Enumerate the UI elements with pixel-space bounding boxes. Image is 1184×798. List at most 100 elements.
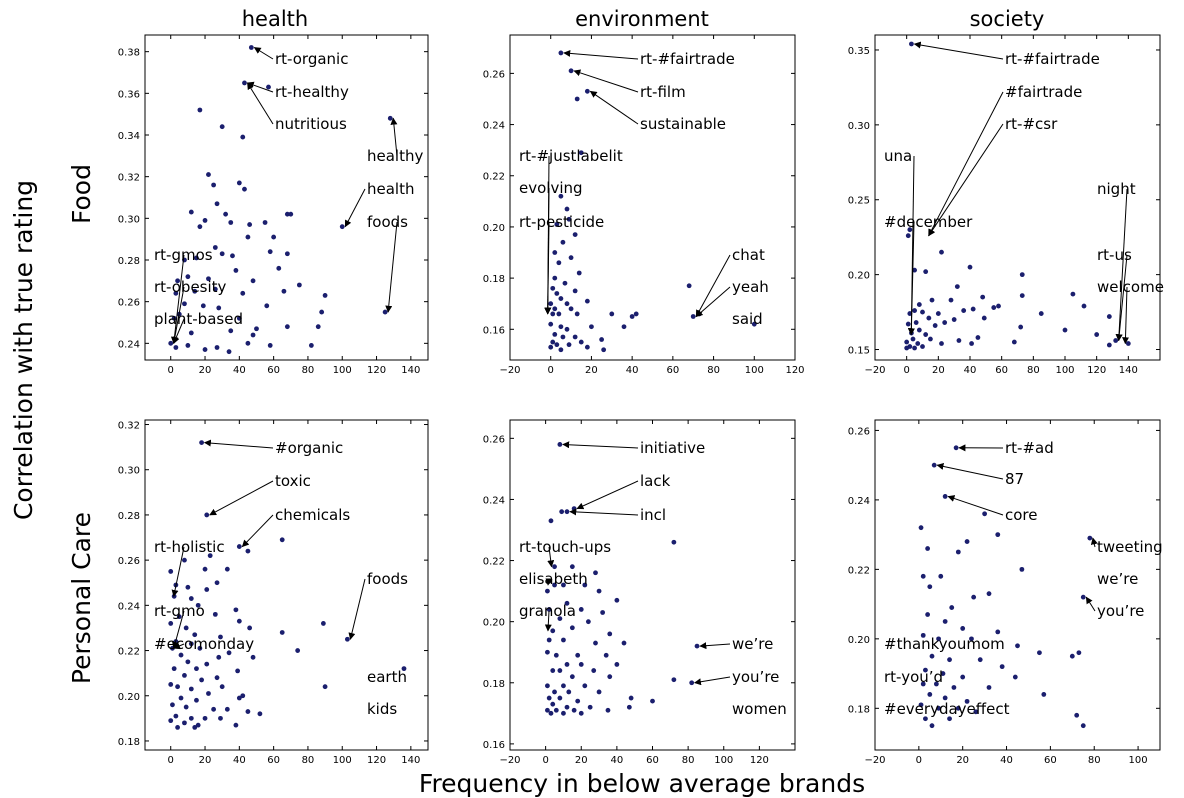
scatter-point (245, 548, 251, 554)
scatter-point (589, 324, 594, 330)
scatter-point (242, 186, 247, 192)
scatter-point (1069, 653, 1075, 659)
scatter-point (960, 674, 966, 680)
annotation-arrow (1085, 596, 1096, 612)
y-axis-label: Correlation with true rating (9, 180, 38, 520)
plot-frame (144, 34, 429, 361)
annotation-arrow (573, 69, 639, 93)
annotation-arrow (928, 91, 1004, 237)
x-tick-label: 0 (168, 755, 174, 766)
scatter-point (168, 569, 174, 574)
scatter-point (546, 695, 552, 701)
scatter-point (279, 537, 285, 543)
annotation-label: women (732, 700, 787, 718)
annotation-label: toxic (275, 472, 311, 490)
x-tick-label: 60 (646, 755, 659, 766)
annotation-arrow (170, 254, 185, 345)
scatter-point (913, 320, 919, 325)
scatter-point (569, 564, 575, 570)
x-tick-label: 120 (750, 755, 769, 766)
annotation-arrow (699, 642, 731, 650)
scatter-point (188, 715, 194, 721)
scatter-point (178, 652, 184, 658)
annotation-label: you’re (1097, 602, 1144, 620)
scatter-point (214, 345, 220, 350)
scatter-point (905, 321, 911, 327)
scatter-point (982, 511, 988, 517)
scatter-point (202, 566, 208, 572)
scatter-point (568, 306, 574, 312)
annotation-label: you’re (732, 668, 779, 686)
scatter-point (319, 309, 325, 315)
annotation-arrow (569, 508, 639, 516)
scatter-point (216, 654, 222, 660)
scatter-point (553, 652, 559, 658)
scatter-point (212, 611, 218, 617)
scatter-point (250, 278, 256, 284)
x-tick-label: 20 (585, 365, 598, 376)
scatter-point (199, 677, 205, 683)
annotation-label: we’re (732, 635, 773, 653)
scatter-point (214, 201, 220, 207)
x-tick-label: 40 (626, 365, 639, 376)
scatter-point (560, 239, 566, 245)
scatter-point (585, 619, 591, 625)
scatter-point (1087, 535, 1093, 541)
scatter-point (202, 347, 208, 352)
scatter-point (633, 311, 639, 317)
x-tick-label: 40 (611, 755, 624, 766)
scatter-point (554, 291, 560, 296)
column-title-environment: environment (575, 7, 709, 31)
x-tick-label: 120 (1087, 365, 1106, 376)
scatter-point (671, 539, 677, 545)
scatter-point (204, 587, 210, 592)
scatter-point (949, 605, 955, 610)
scatter-point (935, 311, 941, 316)
scatter-point (1106, 342, 1112, 348)
x-tick-label: 60 (666, 365, 679, 376)
scatter-point (204, 661, 210, 667)
scatter-point (250, 332, 256, 338)
scatter-point (557, 668, 563, 673)
x-tick-label: 0 (168, 365, 174, 376)
annotation-label: health (367, 180, 414, 198)
scatter-point (545, 707, 550, 713)
annotation-arrow (693, 676, 731, 686)
annotation-label: una (884, 147, 912, 165)
scatter-point (242, 80, 247, 86)
y-tick-label: 0.36 (118, 89, 140, 100)
scatter-point (183, 704, 189, 710)
scatter-point (271, 234, 277, 240)
scatter-point (751, 321, 757, 327)
annotation-label: 87 (1005, 470, 1024, 488)
scatter-point (195, 602, 201, 608)
plot-frame (874, 34, 1161, 361)
annotation-label: sustainable (640, 115, 726, 133)
annotation-label: lack (640, 472, 671, 490)
y-tick-label: 0.30 (118, 466, 140, 477)
annotation-arrow (544, 610, 552, 632)
plot-frame (144, 419, 429, 751)
scatter-point (182, 557, 187, 563)
annotation-label: elisabeth (519, 570, 588, 588)
annotation-label: rt-healthy (275, 83, 349, 101)
scatter-point (192, 724, 198, 730)
scatter-point (995, 532, 1001, 538)
annotation-arrow (348, 578, 366, 640)
scatter-point (550, 701, 556, 707)
scatter-point (1076, 650, 1082, 656)
scatter-point (202, 218, 208, 223)
annotation-label: nutritious (275, 115, 347, 133)
annotation-label: foods (367, 213, 408, 231)
scatter-point (182, 673, 187, 678)
scatter-point (188, 209, 194, 215)
y-tick-label: 0.18 (848, 704, 870, 715)
x-tick-label: 40 (1000, 755, 1013, 766)
scatter-point (923, 667, 928, 673)
scatter-point (566, 216, 572, 222)
plot-frame (874, 419, 1161, 751)
scatter-point (599, 337, 605, 342)
scatter-point (971, 594, 977, 600)
annotation-arrow (563, 49, 639, 60)
scatter-point (936, 636, 941, 642)
